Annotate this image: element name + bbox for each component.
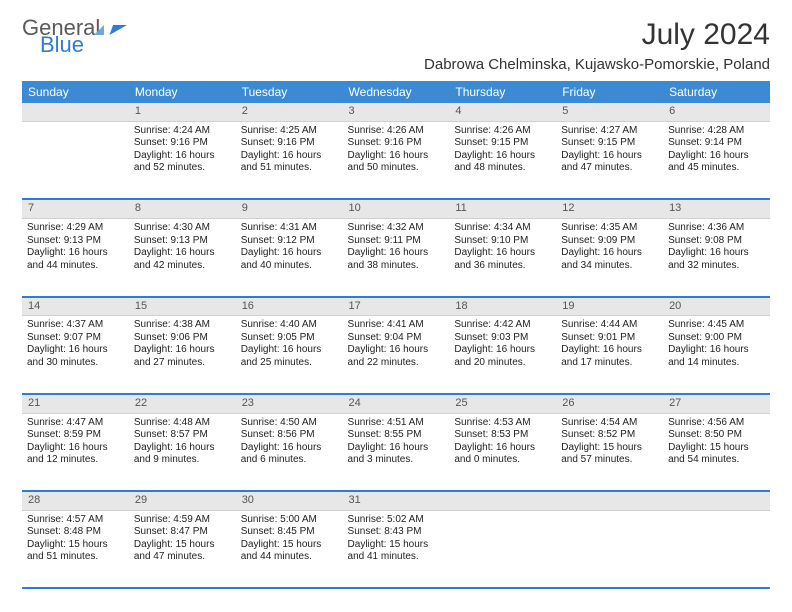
day-number: 28 bbox=[22, 492, 129, 510]
day-number: 16 bbox=[236, 298, 343, 316]
day-number: 22 bbox=[129, 395, 236, 413]
day-cell: Sunrise: 4:57 AM Sunset: 8:48 PM Dayligh… bbox=[22, 510, 129, 588]
day-cell: Sunrise: 4:24 AM Sunset: 9:16 PM Dayligh… bbox=[129, 121, 236, 199]
day-number: 31 bbox=[343, 492, 450, 510]
weekday-header: Sunday bbox=[22, 81, 129, 103]
logo-triangle-icon bbox=[94, 25, 104, 35]
day-content-row: Sunrise: 4:47 AM Sunset: 8:59 PM Dayligh… bbox=[22, 413, 770, 491]
day-cell: Sunrise: 5:00 AM Sunset: 8:45 PM Dayligh… bbox=[236, 510, 343, 588]
day-number: 26 bbox=[556, 395, 663, 413]
day-content-row: Sunrise: 4:57 AM Sunset: 8:48 PM Dayligh… bbox=[22, 510, 770, 588]
day-cell: Sunrise: 4:31 AM Sunset: 9:12 PM Dayligh… bbox=[236, 219, 343, 297]
day-number: 19 bbox=[556, 298, 663, 316]
day-number-row: 28293031 bbox=[22, 492, 770, 510]
day-content-row: Sunrise: 4:29 AM Sunset: 9:13 PM Dayligh… bbox=[22, 219, 770, 297]
day-cell: Sunrise: 4:47 AM Sunset: 8:59 PM Dayligh… bbox=[22, 413, 129, 491]
day-number: 20 bbox=[663, 298, 770, 316]
week-divider bbox=[22, 588, 770, 589]
day-number: 29 bbox=[129, 492, 236, 510]
day-cell: Sunrise: 4:41 AM Sunset: 9:04 PM Dayligh… bbox=[343, 316, 450, 394]
day-cell: Sunrise: 4:30 AM Sunset: 9:13 PM Dayligh… bbox=[129, 219, 236, 297]
weekday-header: Wednesday bbox=[343, 81, 450, 103]
weekday-header: Saturday bbox=[663, 81, 770, 103]
month-title: July 2024 bbox=[424, 18, 770, 52]
day-cell: Sunrise: 4:32 AM Sunset: 9:11 PM Dayligh… bbox=[343, 219, 450, 297]
day-number: 21 bbox=[22, 395, 129, 413]
day-cell bbox=[556, 510, 663, 588]
weekday-header: Thursday bbox=[449, 81, 556, 103]
day-number: 14 bbox=[22, 298, 129, 316]
day-content-row: Sunrise: 4:24 AM Sunset: 9:16 PM Dayligh… bbox=[22, 121, 770, 199]
day-cell: Sunrise: 4:34 AM Sunset: 9:10 PM Dayligh… bbox=[449, 219, 556, 297]
day-cell: Sunrise: 4:42 AM Sunset: 9:03 PM Dayligh… bbox=[449, 316, 556, 394]
day-number: 8 bbox=[129, 200, 236, 218]
day-cell: Sunrise: 4:29 AM Sunset: 9:13 PM Dayligh… bbox=[22, 219, 129, 297]
day-cell: Sunrise: 4:36 AM Sunset: 9:08 PM Dayligh… bbox=[663, 219, 770, 297]
day-cell: Sunrise: 4:53 AM Sunset: 8:53 PM Dayligh… bbox=[449, 413, 556, 491]
location: Dabrowa Chelminska, Kujawsko-Pomorskie, … bbox=[424, 56, 770, 73]
day-cell: Sunrise: 4:51 AM Sunset: 8:55 PM Dayligh… bbox=[343, 413, 450, 491]
day-number: 15 bbox=[129, 298, 236, 316]
day-number: 12 bbox=[556, 200, 663, 218]
day-cell: Sunrise: 4:44 AM Sunset: 9:01 PM Dayligh… bbox=[556, 316, 663, 394]
day-cell: Sunrise: 4:54 AM Sunset: 8:52 PM Dayligh… bbox=[556, 413, 663, 491]
day-cell: Sunrise: 4:25 AM Sunset: 9:16 PM Dayligh… bbox=[236, 121, 343, 199]
day-number-row: 78910111213 bbox=[22, 200, 770, 218]
day-cell: Sunrise: 5:02 AM Sunset: 8:43 PM Dayligh… bbox=[343, 510, 450, 588]
title-block: July 2024 Dabrowa Chelminska, Kujawsko-P… bbox=[424, 18, 770, 79]
header: General Blue July 2024 Dabrowa Chelminsk… bbox=[22, 18, 770, 79]
day-number: 4 bbox=[449, 103, 556, 121]
day-cell: Sunrise: 4:40 AM Sunset: 9:05 PM Dayligh… bbox=[236, 316, 343, 394]
day-number bbox=[556, 492, 663, 510]
day-cell: Sunrise: 4:28 AM Sunset: 9:14 PM Dayligh… bbox=[663, 121, 770, 199]
day-number: 25 bbox=[449, 395, 556, 413]
day-number: 9 bbox=[236, 200, 343, 218]
day-number: 11 bbox=[449, 200, 556, 218]
logo: General Blue bbox=[22, 18, 126, 56]
day-number: 13 bbox=[663, 200, 770, 218]
day-number: 1 bbox=[129, 103, 236, 121]
day-number: 2 bbox=[236, 103, 343, 121]
day-number-row: 14151617181920 bbox=[22, 298, 770, 316]
day-number: 6 bbox=[663, 103, 770, 121]
day-number bbox=[449, 492, 556, 510]
day-number: 24 bbox=[343, 395, 450, 413]
weekday-header-row: SundayMondayTuesdayWednesdayThursdayFrid… bbox=[22, 81, 770, 103]
day-cell: Sunrise: 4:26 AM Sunset: 9:15 PM Dayligh… bbox=[449, 121, 556, 199]
weekday-header: Monday bbox=[129, 81, 236, 103]
day-number: 23 bbox=[236, 395, 343, 413]
day-cell: Sunrise: 4:38 AM Sunset: 9:06 PM Dayligh… bbox=[129, 316, 236, 394]
day-cell: Sunrise: 4:59 AM Sunset: 8:47 PM Dayligh… bbox=[129, 510, 236, 588]
day-content-row: Sunrise: 4:37 AM Sunset: 9:07 PM Dayligh… bbox=[22, 316, 770, 394]
day-number: 10 bbox=[343, 200, 450, 218]
day-number bbox=[663, 492, 770, 510]
day-number bbox=[22, 103, 129, 121]
calendar-table: SundayMondayTuesdayWednesdayThursdayFrid… bbox=[22, 81, 770, 589]
weekday-header: Friday bbox=[556, 81, 663, 103]
day-cell: Sunrise: 4:37 AM Sunset: 9:07 PM Dayligh… bbox=[22, 316, 129, 394]
day-number-row: 21222324252627 bbox=[22, 395, 770, 413]
day-number: 18 bbox=[449, 298, 556, 316]
day-number-row: 123456 bbox=[22, 103, 770, 121]
day-cell: Sunrise: 4:48 AM Sunset: 8:57 PM Dayligh… bbox=[129, 413, 236, 491]
day-cell: Sunrise: 4:26 AM Sunset: 9:16 PM Dayligh… bbox=[343, 121, 450, 199]
day-cell: Sunrise: 4:45 AM Sunset: 9:00 PM Dayligh… bbox=[663, 316, 770, 394]
day-number: 30 bbox=[236, 492, 343, 510]
day-number: 7 bbox=[22, 200, 129, 218]
day-cell: Sunrise: 4:56 AM Sunset: 8:50 PM Dayligh… bbox=[663, 413, 770, 491]
day-number: 5 bbox=[556, 103, 663, 121]
day-number: 27 bbox=[663, 395, 770, 413]
weekday-header: Tuesday bbox=[236, 81, 343, 103]
day-cell bbox=[22, 121, 129, 199]
day-cell: Sunrise: 4:35 AM Sunset: 9:09 PM Dayligh… bbox=[556, 219, 663, 297]
day-number: 17 bbox=[343, 298, 450, 316]
day-cell bbox=[449, 510, 556, 588]
day-cell: Sunrise: 4:27 AM Sunset: 9:15 PM Dayligh… bbox=[556, 121, 663, 199]
day-cell bbox=[663, 510, 770, 588]
day-number: 3 bbox=[343, 103, 450, 121]
logo-text-blue: Blue bbox=[40, 35, 126, 56]
day-cell: Sunrise: 4:50 AM Sunset: 8:56 PM Dayligh… bbox=[236, 413, 343, 491]
